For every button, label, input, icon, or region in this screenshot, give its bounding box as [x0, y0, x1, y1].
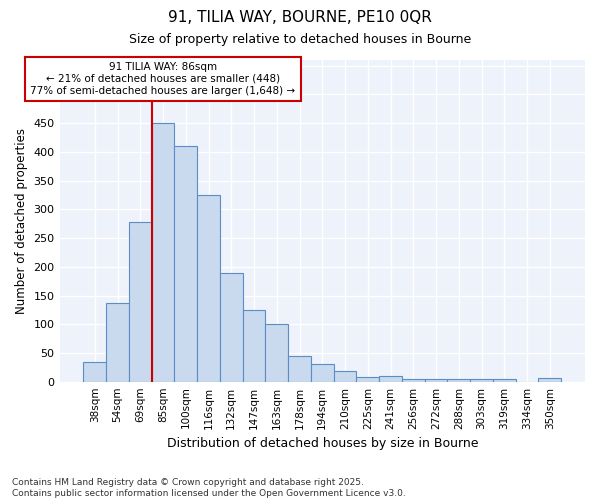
Bar: [379, 376, 402, 382]
Bar: [311, 364, 334, 382]
Text: 91 TILIA WAY: 86sqm
← 21% of detached houses are smaller (448)
77% of semi-detac: 91 TILIA WAY: 86sqm ← 21% of detached ho…: [31, 62, 296, 96]
Bar: [425, 380, 448, 382]
Bar: [493, 380, 515, 382]
Bar: [402, 379, 425, 382]
Bar: [538, 378, 561, 382]
Bar: [197, 195, 220, 382]
Bar: [356, 377, 379, 382]
Bar: [265, 324, 288, 382]
Y-axis label: Number of detached properties: Number of detached properties: [15, 128, 28, 314]
Bar: [448, 380, 470, 382]
Bar: [106, 303, 129, 382]
Bar: [242, 310, 265, 382]
Bar: [334, 372, 356, 382]
Bar: [152, 123, 175, 382]
Text: Size of property relative to detached houses in Bourne: Size of property relative to detached ho…: [129, 32, 471, 46]
Bar: [288, 356, 311, 382]
Bar: [470, 380, 493, 382]
Bar: [129, 222, 152, 382]
Bar: [220, 272, 242, 382]
Bar: [83, 362, 106, 382]
Text: 91, TILIA WAY, BOURNE, PE10 0QR: 91, TILIA WAY, BOURNE, PE10 0QR: [168, 10, 432, 25]
Bar: [175, 146, 197, 382]
X-axis label: Distribution of detached houses by size in Bourne: Distribution of detached houses by size …: [167, 437, 478, 450]
Text: Contains HM Land Registry data © Crown copyright and database right 2025.
Contai: Contains HM Land Registry data © Crown c…: [12, 478, 406, 498]
